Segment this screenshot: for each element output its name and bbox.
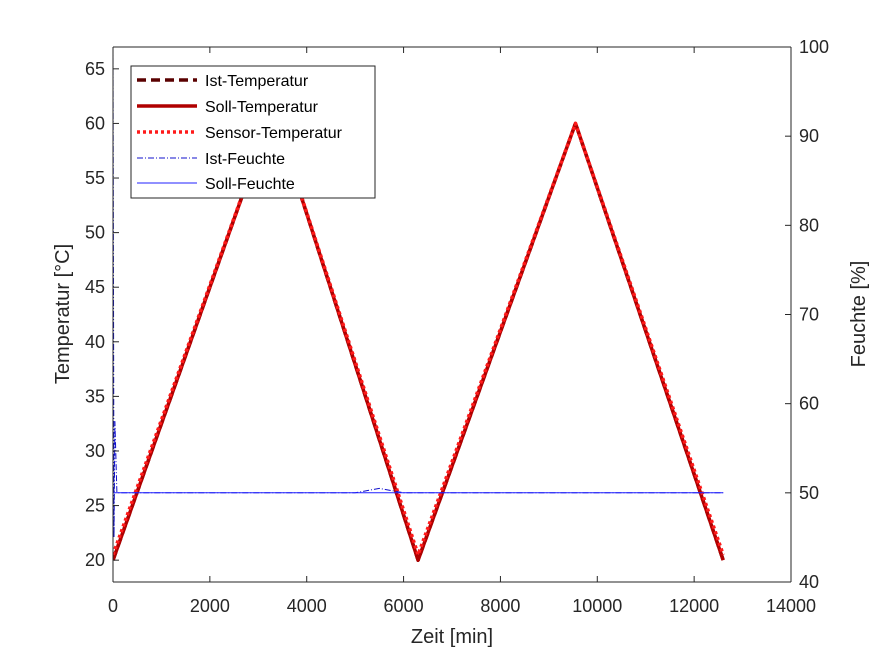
legend-item-ist-temperatur: Ist-Temperatur [137,73,309,90]
x-tick-label: 6000 [384,596,424,616]
y-right-tick-label: 100 [799,37,829,57]
legend: Ist-Temperatur Soll-Temperatur Sensor-Te… [130,65,376,199]
x-tick-label: 14000 [766,596,816,616]
x-axis-label: Zeit [min] [411,626,493,648]
legend-item-ist-feuchte: Ist-Feuchte [137,151,285,168]
y-right-tick-label: 50 [799,483,819,503]
legend-label-ist-temperatur: Ist-Temperatur [205,73,309,90]
x-tick-label: 0 [108,596,118,616]
x-tick-label: 10000 [572,596,622,616]
y-right-tick-label: 70 [799,305,819,325]
y-left-tick-label: 50 [85,223,105,243]
y-right-tick-label: 80 [799,215,819,235]
x-tick-label: 4000 [287,596,327,616]
legend-label-soll-temperatur: Soll-Temperatur [205,99,319,116]
y-axis-left-label: Temperatur [°C] [52,244,74,384]
y-left-tick-label: 20 [85,550,105,570]
x-tick-label: 8000 [480,596,520,616]
y-left-tick-label: 40 [85,332,105,352]
y-left-tick-label: 60 [85,113,105,133]
y-left-tick-label: 45 [85,277,105,297]
legend-item-soll-temperatur: Soll-Temperatur [137,99,319,116]
y-right-tick-label: 60 [799,394,819,414]
y-right-tick-label: 90 [799,126,819,146]
y-left-tick-label: 30 [85,441,105,461]
y-right-tick-label: 40 [799,572,819,592]
y-left-tick-label: 25 [85,496,105,516]
legend-item-sensor-temperatur: Sensor-Temperatur [137,125,343,142]
legend-item-soll-feuchte: Soll-Feuchte [137,176,295,193]
x-tick-label: 2000 [190,596,230,616]
legend-label-soll-feuchte: Soll-Feuchte [205,176,295,193]
legend-label-ist-feuchte: Ist-Feuchte [205,151,285,168]
ticks-layer: 0 2000 4000 6000 8000 10000 12000 14000 20 25 30 35… [85,37,829,616]
y-left-tick-label: 55 [85,168,105,188]
legend-box [130,65,376,199]
legend-label-sensor-temperatur: Sensor-Temperatur [205,125,343,142]
y-left-tick-label: 35 [85,386,105,406]
y-left-tick-label: 65 [85,59,105,79]
y-axis-right-label: Feuchte [%] [848,261,870,368]
x-tick-label: 12000 [669,596,719,616]
